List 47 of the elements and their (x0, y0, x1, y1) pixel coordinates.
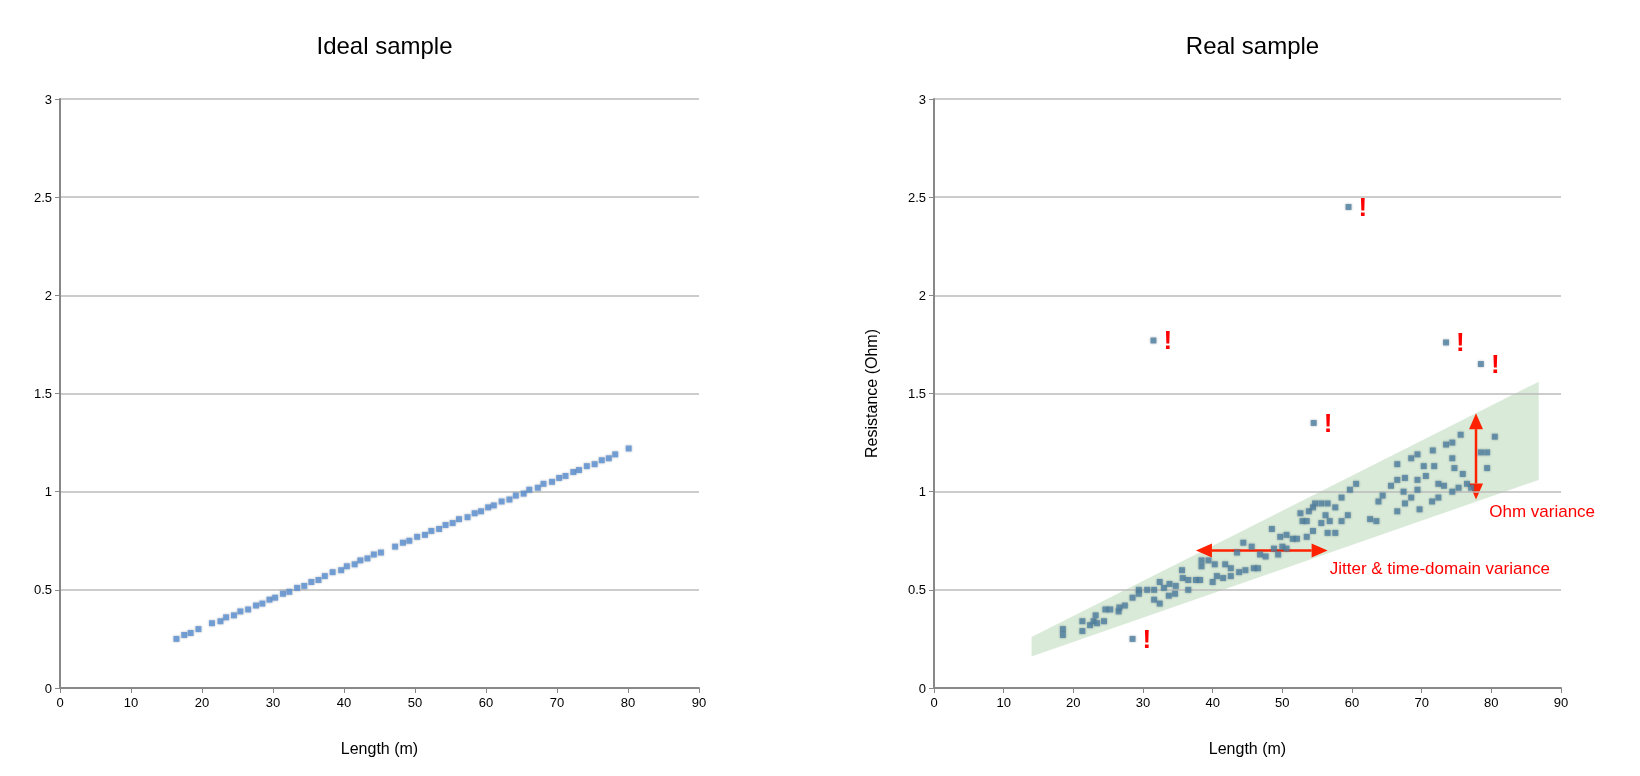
y-tick-label: 1 (918, 484, 926, 500)
y-tick-label: 2.5 (33, 189, 52, 205)
y-tick-label: 1.5 (907, 386, 926, 401)
x-tick-label: 0 (56, 695, 64, 710)
y-tick-label: 1.5 (33, 386, 52, 401)
y-tick-label: 3 (44, 91, 52, 107)
annotation: Jitter & time-domain variance (1329, 558, 1550, 578)
y-axis-title: Resistance (Ohm) (862, 329, 880, 458)
y-tick-label: 3 (918, 91, 926, 107)
annotation: ! (1323, 407, 1333, 438)
x-tick-label: 20 (1066, 695, 1081, 710)
y-tick-label: 0 (918, 680, 926, 696)
x-tick-label: 90 (1553, 695, 1569, 710)
annotation: ! (1142, 623, 1152, 654)
annotation: ! (1358, 191, 1368, 222)
x-tick-label: 60 (1344, 695, 1360, 710)
y-tick-label: 0.5 (907, 582, 926, 598)
x-tick-label: 10 (996, 695, 1011, 710)
x-tick-label: 70 (549, 695, 565, 710)
annotation: ! (1490, 349, 1500, 380)
x-axis-title: Length (m) (340, 739, 419, 757)
x-tick-label: 30 (265, 695, 281, 710)
x-tick-label: 60 (478, 695, 494, 710)
y-tick-label: 2 (44, 287, 52, 303)
y-tick-label: 2 (918, 287, 926, 303)
x-tick-label: 50 (407, 695, 423, 710)
chart-title: Ideal sample (316, 31, 453, 59)
x-tick-label: 40 (336, 695, 352, 710)
x-tick-label: 70 (1414, 695, 1429, 710)
x-tick-label: 30 (1135, 695, 1151, 710)
x-tick-label: 90 (691, 695, 707, 710)
annotation: Ohm variance (1489, 501, 1596, 521)
y-tick-label: 1 (44, 484, 52, 500)
x-tick-label: 20 (194, 695, 210, 710)
x-tick-label: 40 (1205, 695, 1220, 710)
annotation: ! (1456, 327, 1465, 358)
x-tick-label: 10 (123, 695, 139, 710)
x-tick-label: 0 (930, 695, 938, 710)
y-tick-label: 0.5 (33, 582, 52, 598)
chart-title: Real sample (1185, 31, 1320, 59)
x-tick-label: 80 (620, 695, 636, 710)
annotation: ! (1163, 325, 1173, 356)
x-tick-label: 80 (1484, 695, 1499, 710)
x-axis-title: Length (m) (1208, 739, 1287, 757)
y-tick-label: 0 (44, 680, 52, 696)
y-tick-label: 2.5 (907, 189, 926, 205)
x-tick-label: 50 (1275, 695, 1290, 710)
